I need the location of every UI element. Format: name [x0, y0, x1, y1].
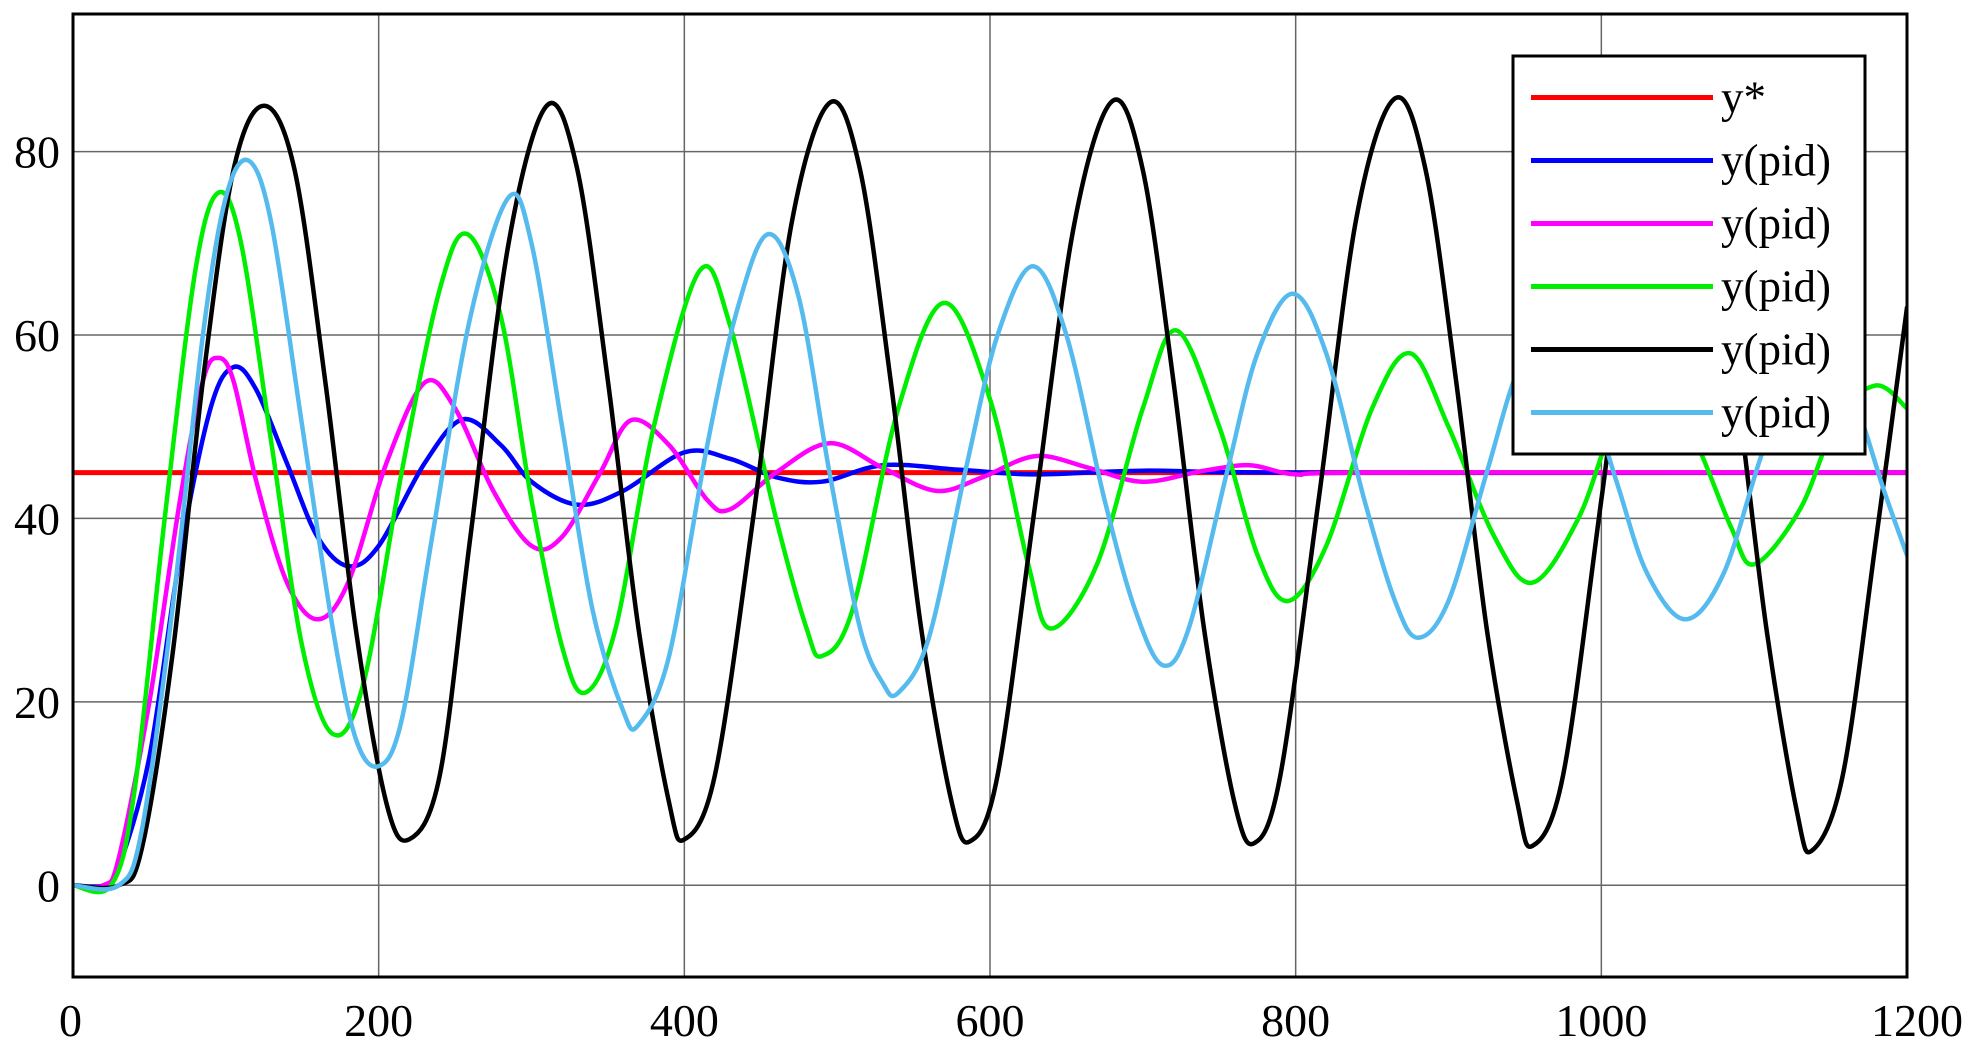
axis-ticks: 0 200 400 600 800 1000 1200 0 20 40 60 80	[14, 127, 1963, 1046]
y-tick-label: 20	[14, 677, 60, 728]
y-tick-label: 80	[14, 127, 60, 178]
legend-label: y*	[1721, 73, 1766, 123]
legend-label: y(pid)	[1721, 388, 1831, 438]
plot-frame	[71, 12, 1909, 979]
x-tick-label: 1000	[1555, 995, 1647, 1046]
x-tick-label: 200	[344, 995, 413, 1046]
legend-label: y(pid)	[1721, 136, 1831, 186]
y-tick-label: 0	[37, 860, 60, 911]
x-tick-label: 0	[59, 995, 82, 1046]
legend-box	[1511, 54, 1867, 456]
legend-label: y(pid)	[1721, 199, 1831, 249]
legend-label: y(pid)	[1721, 325, 1831, 375]
x-tick-label: 600	[956, 995, 1025, 1046]
x-tick-label: 1200	[1871, 995, 1963, 1046]
series-line-3	[73, 189, 1907, 895]
legend: y* y(pid) y(pid) y(pid) y(pid) y(pid)	[1511, 54, 1867, 456]
legend-label: y(pid)	[1721, 262, 1831, 312]
series-lines	[73, 95, 1907, 895]
y-tick-label: 40	[14, 493, 60, 544]
x-tick-label: 800	[1261, 995, 1330, 1046]
x-tick-label: 400	[650, 995, 719, 1046]
y-tick-label: 60	[14, 310, 60, 361]
